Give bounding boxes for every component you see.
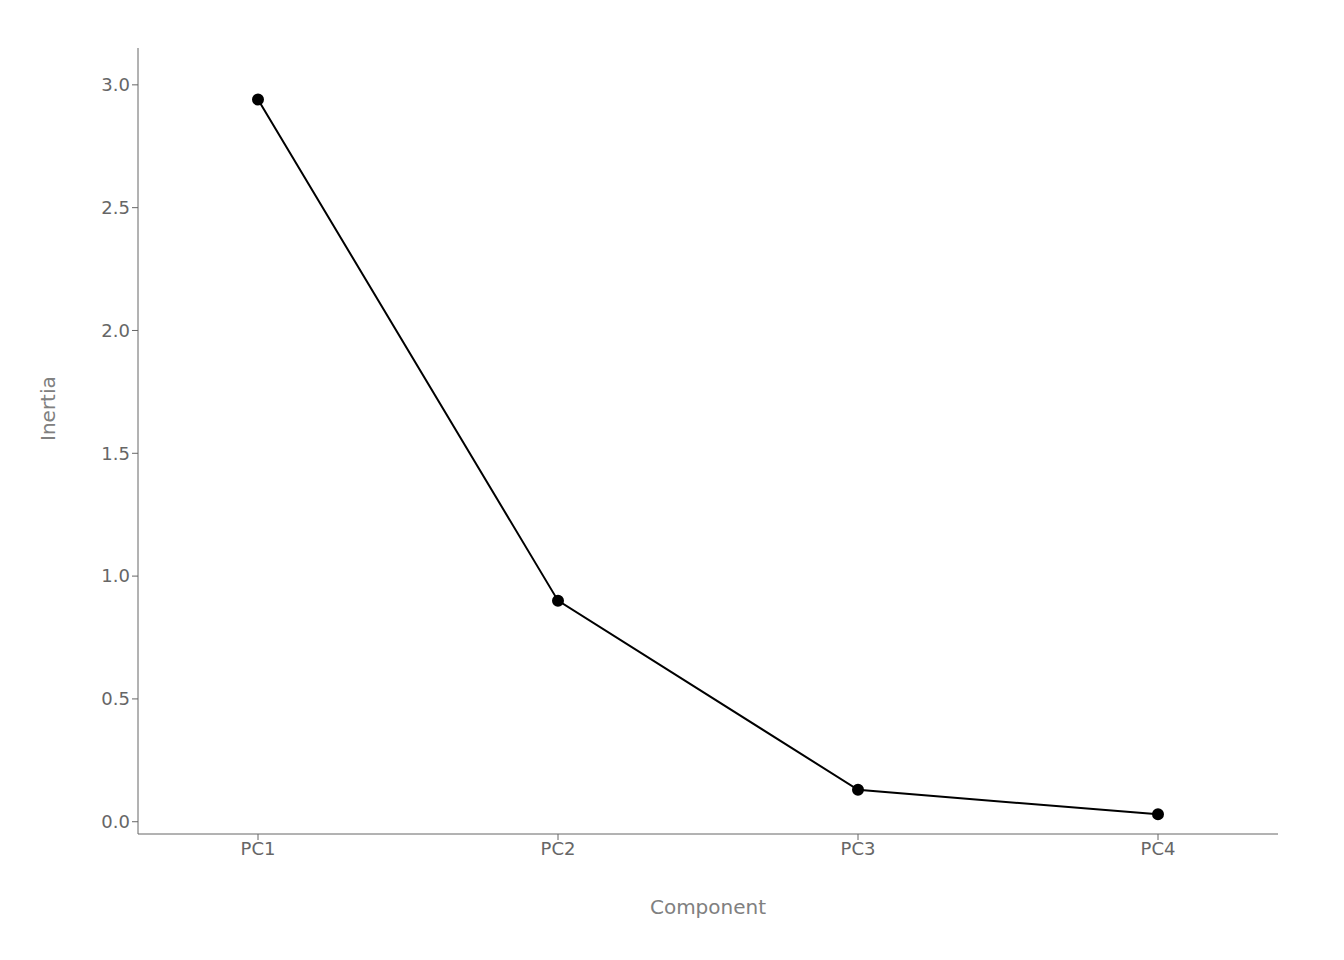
svg-text:0.0: 0.0	[101, 811, 130, 832]
svg-text:PC3: PC3	[841, 838, 876, 859]
svg-text:3.0: 3.0	[101, 74, 130, 95]
svg-text:1.0: 1.0	[101, 565, 130, 586]
svg-text:PC1: PC1	[241, 838, 276, 859]
svg-text:Inertia: Inertia	[36, 376, 60, 441]
svg-text:2.5: 2.5	[101, 197, 130, 218]
svg-text:1.5: 1.5	[101, 443, 130, 464]
svg-text:2.0: 2.0	[101, 320, 130, 341]
svg-text:Component: Component	[650, 895, 766, 919]
svg-text:PC2: PC2	[541, 838, 576, 859]
svg-text:PC4: PC4	[1141, 838, 1176, 859]
svg-text:0.5: 0.5	[101, 688, 130, 709]
